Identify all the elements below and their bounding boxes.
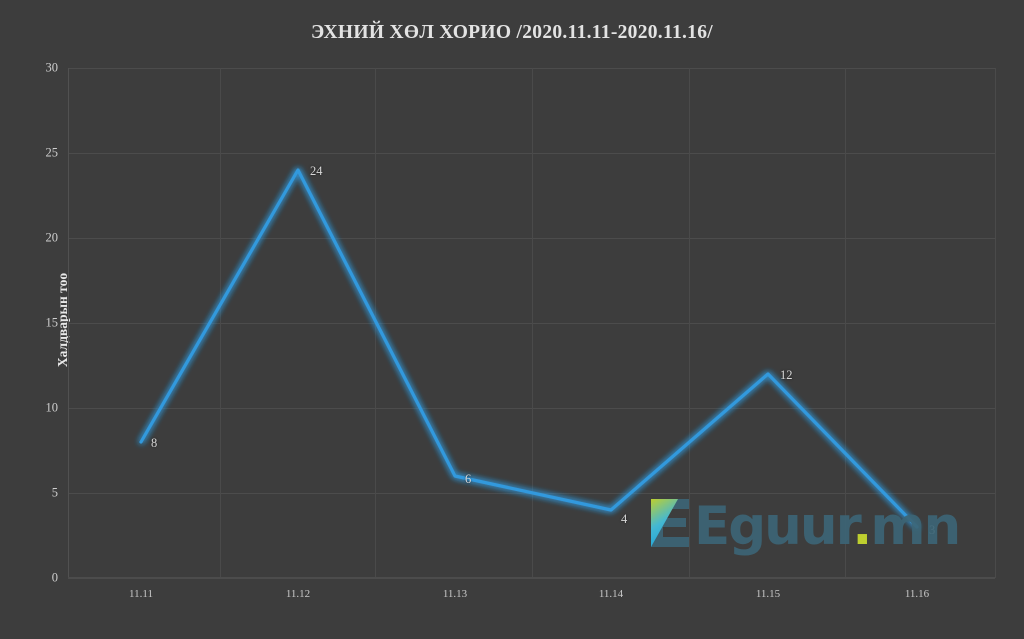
x-axis-tick-label: 11.15 [755, 588, 781, 600]
data-line-series [139, 168, 919, 529]
gridline-horizontal [68, 238, 995, 239]
gridline-horizontal [68, 408, 995, 409]
gridline-vertical [220, 68, 221, 578]
y-axis-tick-label: 5 [51, 485, 58, 500]
x-axis-tick-label: 11.12 [285, 588, 311, 600]
y-axis-tick-label: 15 [45, 315, 59, 330]
x-axis-tick-label: 11.11 [129, 588, 153, 600]
y-axis-line [68, 68, 69, 578]
data-point-label: 8 [151, 436, 158, 450]
data-point-label: 12 [780, 368, 793, 382]
x-axis-tick-label: 11.16 [904, 588, 930, 600]
gridline-horizontal [68, 578, 995, 579]
chart-title: ЭХНИЙ ХӨЛ ХОРИО /2020.11.11-2020.11.16/ [310, 22, 714, 43]
gridline-vertical [532, 68, 533, 578]
gridline-horizontal [68, 323, 995, 324]
y-axis-tick-label: 0 [51, 570, 58, 585]
gridline-horizontal [68, 68, 995, 69]
x-axis-tick-label: 11.13 [442, 588, 468, 600]
plot-area: 8 24 6 4 12 3 [68, 68, 996, 579]
data-point-label: 3 [929, 523, 936, 537]
y-axis-tick-label: 10 [45, 400, 59, 415]
data-point-label: 24 [310, 164, 323, 178]
data-point-label: 4 [621, 512, 628, 526]
line-series-svg [139, 168, 919, 529]
x-axis-tick-label: 11.14 [598, 588, 624, 600]
gridline-horizontal [68, 153, 995, 154]
gridline-vertical [689, 68, 690, 578]
gridline-vertical [845, 68, 846, 578]
y-axis-tick-label: 25 [45, 145, 59, 160]
x-axis-line [68, 577, 995, 578]
data-point-label: 6 [465, 472, 472, 486]
y-axis-tick-label: 20 [45, 230, 59, 245]
gridline-vertical [995, 68, 996, 578]
y-axis-tick-label: 30 [45, 60, 59, 75]
